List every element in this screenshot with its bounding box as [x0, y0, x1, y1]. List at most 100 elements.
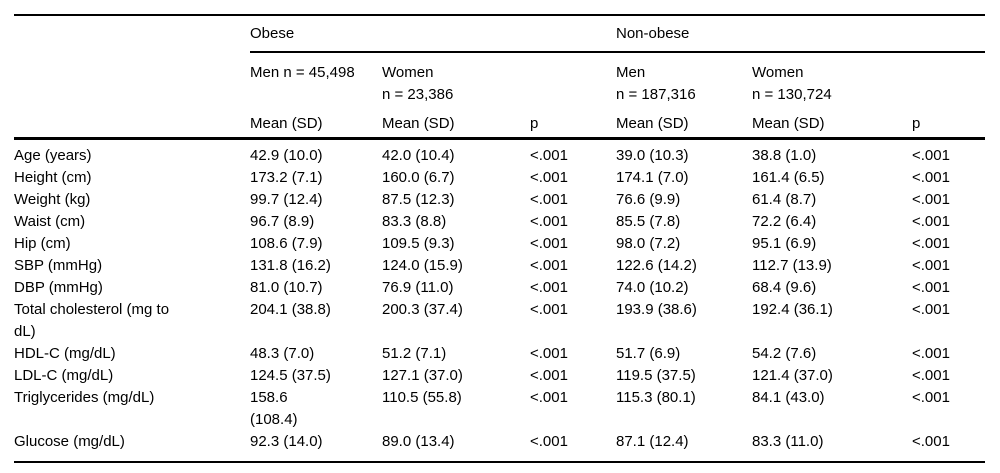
cell-obese-p-value: <.001 [530, 389, 568, 406]
cell-nonobese-women-mean-sd: 192.4 (36.1) [752, 301, 833, 318]
cell-obese-women-mean-sd: 87.5 (12.3) [382, 191, 455, 208]
table-row: LDL-C (mg/dL) 124.5 (37.5) 127.1 (37.0) … [14, 365, 985, 387]
cell-obese-men-mean-sd: 99.7 (12.4) [250, 191, 323, 208]
cell-obese-p-value: <.001 [530, 279, 568, 296]
cell-nonobese-men-mean-sd: 76.6 (9.9) [616, 191, 681, 208]
group-header-obese: Obese [250, 15, 616, 53]
cell-nonobese-p-value: <.001 [912, 301, 950, 318]
cell-obese-men-mean-sd: 124.5 (37.5) [250, 367, 331, 384]
cell-obese-men-mean-sd: 131.8 (16.2) [250, 257, 331, 274]
cell-obese-p-value: <.001 [530, 367, 568, 384]
cell-obese-men-mean-sd: 173.2 (7.1) [250, 169, 323, 186]
cell-obese-men-mean-sd: 204.1 (38.8) [250, 301, 331, 318]
table-row: Weight (kg) 99.7 (12.4) 87.5 (12.3) <.00… [14, 189, 985, 211]
cell-nonobese-women-mean-sd: 38.8 (1.0) [752, 147, 817, 164]
empty-corner-cell [14, 15, 250, 52]
cell-nonobese-women-mean-sd: 61.4 (8.7) [752, 191, 817, 208]
row-label: Hip (cm) [14, 235, 71, 252]
cell-nonobese-p-value: <.001 [912, 389, 950, 406]
cell-nonobese-men-mean-sd: 85.5 (7.8) [616, 213, 681, 230]
cell-obese-women-mean-sd: 109.5 (9.3) [382, 235, 455, 252]
cell-obese-men-mean-sd: 92.3 (14.0) [250, 433, 323, 450]
cell-nonobese-women-mean-sd: 72.2 (6.4) [752, 213, 817, 230]
cell-obese-p-value: <.001 [530, 191, 568, 208]
col-header-nonobese-men: Men n = 187,316 [616, 64, 696, 103]
cell-nonobese-men-mean-sd: 193.9 (38.6) [616, 301, 697, 318]
table-row: Age (years) 42.9 (10.0) 42.0 (10.4) <.00… [14, 139, 985, 168]
cell-nonobese-men-mean-sd: 98.0 (7.2) [616, 235, 681, 252]
cell-nonobese-men-mean-sd: 115.3 (80.1) [616, 389, 696, 406]
table-body: Age (years) 42.9 (10.0) 42.0 (10.4) <.00… [14, 139, 985, 463]
cell-nonobese-p-value: <.001 [912, 235, 950, 252]
cell-obese-women-mean-sd: 124.0 (15.9) [382, 257, 463, 274]
empty-cell [912, 52, 985, 106]
cell-obese-women-mean-sd: 51.2 (7.1) [382, 345, 447, 362]
row-label: HDL-C (mg/dL) [14, 345, 116, 362]
table-row: Height (cm) 173.2 (7.1) 160.0 (6.7) <.00… [14, 167, 985, 189]
cell-nonobese-women-mean-sd: 83.3 (11.0) [752, 433, 824, 450]
row-label: Triglycerides (mg/dL) [14, 389, 155, 406]
cell-nonobese-men-mean-sd: 74.0 (10.2) [616, 279, 689, 296]
cell-obese-p-value: <.001 [530, 235, 568, 252]
table-row: Hip (cm) 108.6 (7.9) 109.5 (9.3) <.001 9… [14, 233, 985, 255]
table-row: Triglycerides (mg/dL) 158.6 (108.4) 110.… [14, 387, 985, 431]
stat-header-nonobese-p: p [912, 106, 986, 140]
row-label: Waist (cm) [14, 213, 86, 230]
table-row: Glucose (mg/dL) 92.3 (14.0) 89.0 (13.4) … [14, 431, 985, 462]
cell-nonobese-women-mean-sd: 121.4 (37.0) [752, 367, 833, 384]
cell-obese-women-mean-sd: 127.1 (37.0) [382, 367, 463, 384]
row-label: Weight (kg) [14, 191, 91, 208]
cell-obese-women-mean-sd: 76.9 (11.0) [382, 279, 454, 296]
cell-nonobese-men-mean-sd: 122.6 (14.2) [616, 257, 697, 274]
cell-nonobese-p-value: <.001 [912, 433, 950, 450]
cell-nonobese-p-value: <.001 [912, 191, 950, 208]
cell-obese-p-value: <.001 [530, 213, 568, 230]
table-row: Waist (cm) 96.7 (8.9) 83.3 (8.8) <.001 8… [14, 211, 985, 233]
row-label: DBP (mmHg) [14, 279, 103, 296]
stat-header-obese-women-mean-sd: Mean (SD) [382, 106, 530, 140]
cell-obese-women-mean-sd: 160.0 (6.7) [382, 169, 455, 186]
subgroup-header-row: Men n = 45,498 Women n = 23,386 Men n = … [14, 52, 985, 106]
cell-obese-p-value: <.001 [530, 345, 568, 362]
empty-cell [14, 52, 250, 106]
cell-obese-men-mean-sd: 48.3 (7.0) [250, 345, 315, 362]
cell-nonobese-p-value: <.001 [912, 147, 950, 164]
cell-nonobese-men-mean-sd: 51.7 (6.9) [616, 345, 681, 362]
table-row: DBP (mmHg) 81.0 (10.7) 76.9 (11.0) <.001… [14, 277, 985, 299]
col-header-nonobese-women: Women n = 130,724 [752, 64, 832, 103]
cell-obese-men-mean-sd: 158.6 (108.4) [250, 389, 298, 428]
cell-nonobese-women-mean-sd: 68.4 (9.6) [752, 279, 817, 296]
cell-obese-p-value: <.001 [530, 257, 568, 274]
cell-nonobese-p-value: <.001 [912, 257, 950, 274]
col-header-obese-men: Men n = 45,498 [250, 64, 355, 81]
cell-nonobese-p-value: <.001 [912, 279, 950, 296]
empty-cell [14, 106, 250, 140]
row-label: Height (cm) [14, 169, 92, 186]
row-label: Glucose (mg/dL) [14, 433, 125, 450]
cell-nonobese-p-value: <.001 [912, 213, 950, 230]
table-row: HDL-C (mg/dL) 48.3 (7.0) 51.2 (7.1) <.00… [14, 343, 985, 365]
cell-obese-p-value: <.001 [530, 169, 568, 186]
cell-obese-women-mean-sd: 89.0 (13.4) [382, 433, 455, 450]
cell-nonobese-men-mean-sd: 174.1 (7.0) [616, 169, 689, 186]
cell-nonobese-p-value: <.001 [912, 169, 950, 186]
empty-cell [530, 52, 616, 106]
col-header-obese-women: Women n = 23,386 [382, 64, 454, 103]
row-label: LDL-C (mg/dL) [14, 367, 114, 384]
cell-obese-women-mean-sd: 42.0 (10.4) [382, 147, 455, 164]
cell-nonobese-men-mean-sd: 119.5 (37.5) [616, 367, 696, 384]
cell-nonobese-women-mean-sd: 54.2 (7.6) [752, 345, 817, 362]
baseline-characteristics-table: Obese Non-obese Men n = 45,498 Women n =… [14, 14, 986, 463]
cell-obese-women-mean-sd: 200.3 (37.4) [382, 301, 463, 318]
cell-obese-men-mean-sd: 81.0 (10.7) [250, 279, 323, 296]
table-row: SBP (mmHg) 131.8 (16.2) 124.0 (15.9) <.0… [14, 255, 985, 277]
cell-nonobese-women-mean-sd: 95.1 (6.9) [752, 235, 817, 252]
cell-obese-men-mean-sd: 96.7 (8.9) [250, 213, 315, 230]
cell-nonobese-p-value: <.001 [912, 345, 950, 362]
cell-obese-p-value: <.001 [530, 433, 568, 450]
cell-obese-men-mean-sd: 42.9 (10.0) [250, 147, 323, 164]
row-label: Total cholesterol (mg to dL) [14, 301, 170, 340]
stat-header-obese-p: p [530, 106, 616, 140]
group-header-nonobese: Non-obese [616, 15, 986, 53]
cell-nonobese-p-value: <.001 [912, 367, 950, 384]
